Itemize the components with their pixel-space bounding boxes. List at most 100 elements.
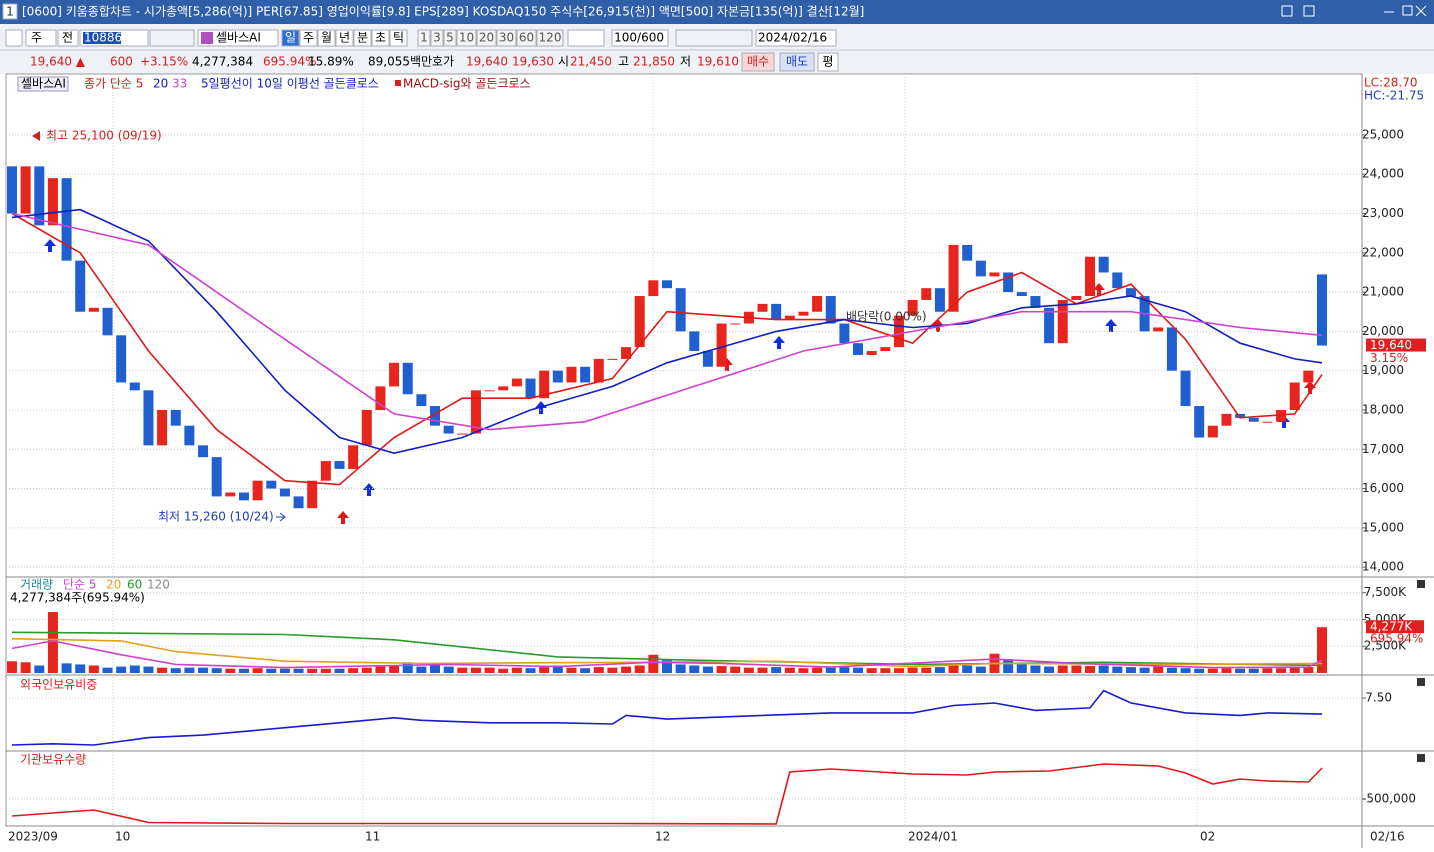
- line: [11, 208, 1323, 455]
- search-buttons[interactable]: [149, 29, 195, 47]
- quote-field: 89,055백만: [368, 55, 432, 69]
- volume-bar: [921, 667, 932, 673]
- volume-bar: [1317, 627, 1327, 673]
- volume-bar: [320, 668, 331, 673]
- interval-button[interactable]: [389, 29, 408, 47]
- count-button[interactable]: [456, 29, 477, 47]
- candle: [293, 496, 304, 509]
- line: [11, 212, 1323, 431]
- dividend-note: 배당락(0.00%): [846, 310, 927, 324]
- y-tick-label: 25,000: [1362, 127, 1404, 141]
- candle: [853, 343, 864, 355]
- volume-bar: [1098, 665, 1109, 673]
- volume-bar: [266, 668, 277, 673]
- candle: [1125, 288, 1136, 297]
- candle: [184, 425, 195, 446]
- count-button[interactable]: [476, 29, 497, 47]
- panel-close[interactable]: [1417, 754, 1425, 762]
- candle: [525, 378, 536, 399]
- count-button[interactable]: [536, 29, 564, 47]
- candle: [211, 457, 222, 497]
- count-button[interactable]: [443, 29, 457, 47]
- quote-field: 4,277,384: [192, 55, 253, 69]
- candle: [75, 260, 86, 312]
- volume-bar: [211, 668, 222, 673]
- count-button[interactable]: [430, 29, 444, 47]
- panel-close[interactable]: [1417, 678, 1425, 686]
- flat: 평: [822, 55, 833, 69]
- candle: [1098, 256, 1109, 273]
- volume-bar: [1139, 667, 1150, 673]
- volume-bar: [1180, 668, 1191, 673]
- legend-item: 셀바스AI: [21, 77, 66, 91]
- name-box[interactable]: [197, 29, 279, 47]
- candle: [1030, 296, 1041, 308]
- interval-button[interactable]: [299, 29, 318, 47]
- range-input[interactable]: [611, 29, 669, 47]
- low-note: 최저 15,260 (10/24): [158, 510, 274, 524]
- date-label: 10: [115, 830, 130, 844]
- candle: [1248, 417, 1259, 422]
- legend-marker: [395, 80, 401, 86]
- volume-bar: [484, 667, 495, 673]
- candle: [511, 378, 522, 387]
- buy-button[interactable]: [741, 52, 775, 72]
- period-select[interactable]: [25, 29, 57, 47]
- volume-bar: [1003, 659, 1014, 673]
- volume-bar: [1248, 668, 1259, 673]
- volume-bar: [702, 666, 713, 673]
- chart-area: [5, 73, 1363, 827]
- interval-button[interactable]: [335, 29, 354, 47]
- candle: [866, 351, 877, 355]
- date: 2024/02/16: [758, 31, 827, 45]
- candle: [1071, 296, 1082, 300]
- interval-button[interactable]: [353, 29, 372, 47]
- volume-bar: [1166, 667, 1177, 673]
- icon-button[interactable]: [5, 29, 23, 47]
- volume-bar: [675, 664, 686, 673]
- candle: [1303, 370, 1314, 383]
- volume-bar: [88, 665, 99, 673]
- hc-label: HC:-21.75: [1364, 89, 1424, 103]
- volume-bar: [525, 668, 536, 673]
- candle: [948, 244, 959, 312]
- quote-field: 600: [110, 55, 133, 69]
- quote-field: 19,640 ▲: [30, 55, 86, 69]
- window-controls[interactable]: [1281, 5, 1427, 17]
- volume-bar: [1235, 668, 1246, 673]
- count-button[interactable]: [516, 29, 537, 47]
- interval-button[interactable]: [317, 29, 336, 47]
- sell-button[interactable]: [779, 52, 815, 72]
- interval-button[interactable]: [281, 29, 300, 47]
- volume-bar: [648, 654, 659, 673]
- high-arrow: [32, 131, 40, 141]
- volume-bar: [634, 665, 645, 673]
- y-tick-label: 21,000: [1362, 285, 1404, 299]
- flat-button[interactable]: [817, 52, 839, 72]
- count-button[interactable]: [496, 29, 517, 47]
- interval-button[interactable]: [371, 29, 390, 47]
- volume-bar: [1194, 668, 1205, 673]
- count-button[interactable]: [417, 29, 431, 47]
- date-input[interactable]: [755, 29, 837, 47]
- candle: [430, 406, 441, 426]
- volume-bar: [170, 668, 181, 673]
- legend-item: MACD-sig와 골든크로스: [403, 77, 531, 91]
- volume-bar: [743, 667, 754, 673]
- candle: [989, 272, 1000, 277]
- panel-close[interactable]: [1417, 580, 1425, 588]
- volume-bar: [143, 666, 154, 673]
- candle: [348, 445, 359, 469]
- date-label: 02/16: [1370, 830, 1405, 844]
- candle: [320, 461, 331, 481]
- count-select[interactable]: [567, 29, 605, 47]
- candle: [689, 331, 700, 352]
- view-button[interactable]: [57, 29, 79, 47]
- volume-bar: [157, 667, 168, 673]
- tool-icons[interactable]: [675, 29, 753, 47]
- view: 전: [62, 31, 73, 45]
- volume-bar: [348, 668, 359, 673]
- candle: [34, 166, 45, 226]
- volume-bar: [962, 665, 973, 673]
- candle: [962, 244, 973, 261]
